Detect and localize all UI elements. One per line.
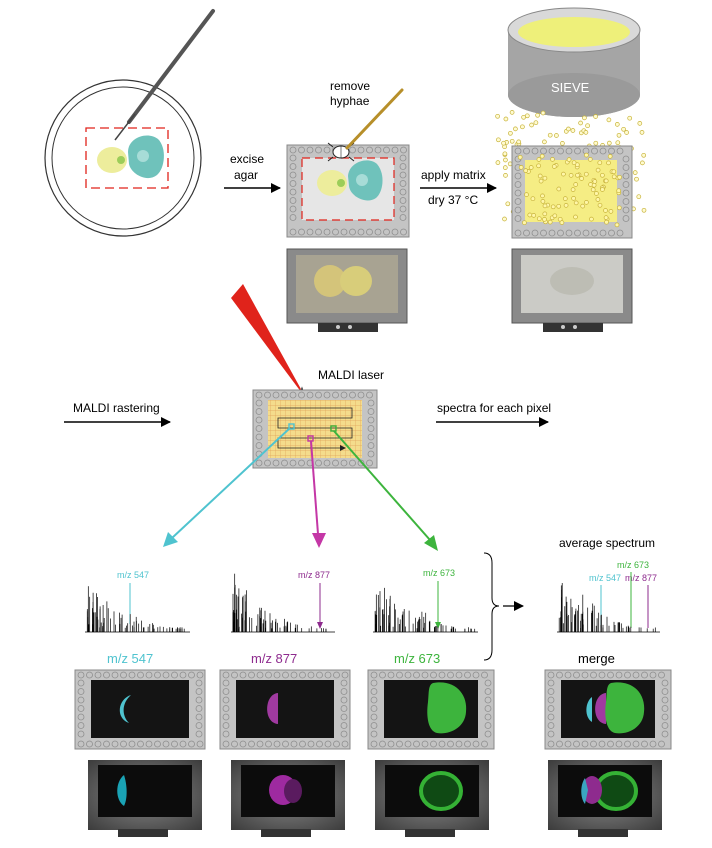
avg-label-547: m/z 547 xyxy=(589,573,621,583)
label-average-spectrum: average spectrum xyxy=(559,536,655,550)
matrix-particles-front xyxy=(517,152,622,228)
scalpel-icon xyxy=(114,9,215,141)
ion-plate-877 xyxy=(219,669,351,750)
sieve-label: SIEVE xyxy=(551,80,590,95)
label-maldi-rastering: MALDI rastering xyxy=(73,401,160,415)
label-spectra-each-pixel: spectra for each pixel xyxy=(437,401,551,415)
ion-plate-merge xyxy=(544,669,672,750)
label-apply-matrix: apply matrix xyxy=(421,168,486,182)
ion-plate-547 xyxy=(74,669,206,750)
hyphae-needle-icon xyxy=(345,88,404,150)
photo-ion-673 xyxy=(375,760,489,837)
curly-brace xyxy=(483,552,500,661)
spectrum-547-label: m/z 547 xyxy=(117,570,149,580)
spectrum-673: m/z 673 xyxy=(373,568,478,633)
arrow-green-pixel xyxy=(333,430,438,551)
photo-ion-877 xyxy=(231,760,345,837)
petri-dish xyxy=(44,79,202,237)
label-excise-2: agar xyxy=(234,168,258,182)
avg-label-877: m/z 877 xyxy=(625,573,657,583)
sieve: SIEVE xyxy=(507,7,641,117)
arrow-magenta-pixel xyxy=(310,440,326,548)
label-merge: merge xyxy=(578,651,615,666)
bug-icon xyxy=(327,142,355,162)
spectrum-877: m/z 877 xyxy=(231,570,335,633)
maldi-plate-excised-agar xyxy=(286,144,410,238)
spectrum-673-label: m/z 673 xyxy=(423,568,455,578)
spectrum-877-label: m/z 877 xyxy=(298,570,330,580)
arrow-cyan-pixel xyxy=(163,427,291,547)
ion-title-673: m/z 673 xyxy=(394,651,440,666)
maldi-plate-raster xyxy=(252,389,378,469)
label-excise-1: excise xyxy=(230,152,264,166)
photo-plate-excised xyxy=(286,248,408,332)
spectrum-average: m/z 673 m/z 547 m/z 877 xyxy=(557,560,660,633)
spectrum-547: m/z 547 xyxy=(85,570,190,633)
maldi-plate-matrix xyxy=(511,145,633,239)
photo-ion-547 xyxy=(88,760,202,837)
label-remove: remove xyxy=(330,79,370,93)
label-hyphae: hyphae xyxy=(330,94,370,108)
label-maldi-laser: MALDI laser xyxy=(318,368,384,382)
label-dry: dry 37 °C xyxy=(428,193,478,207)
photo-ion-merge xyxy=(548,760,662,837)
photo-plate-matrix xyxy=(511,248,633,332)
ion-plate-673 xyxy=(367,669,495,750)
ion-title-877: m/z 877 xyxy=(251,651,297,666)
avg-label-673: m/z 673 xyxy=(617,560,649,570)
laser-beam xyxy=(231,284,307,400)
ion-title-547: m/z 547 xyxy=(107,651,153,666)
